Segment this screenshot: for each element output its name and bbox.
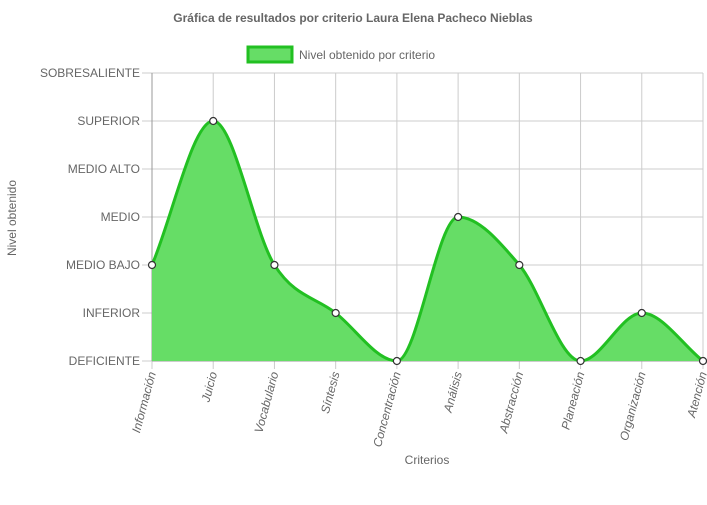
x-tick-label: Información — [129, 370, 159, 434]
y-axis-title: Nivel obtenido — [5, 180, 19, 256]
y-tick-label: MEDIO BAJO — [66, 258, 140, 272]
data-point[interactable] — [698, 356, 707, 366]
x-tick-label: Juicio — [198, 370, 220, 405]
x-axis-title: Criterios — [405, 453, 450, 467]
x-tick-label: Organización — [617, 370, 649, 442]
y-tick-label: MEDIO — [101, 210, 140, 224]
data-point[interactable] — [576, 356, 585, 366]
x-tick-label: Síntesis — [318, 370, 343, 415]
data-point[interactable] — [392, 356, 401, 366]
x-tick-label: Vocabulario — [252, 370, 282, 435]
x-tick-label: Atención — [684, 370, 707, 420]
data-point[interactable] — [515, 260, 524, 270]
data-points — [147, 116, 707, 366]
chart-title: Gráfica de resultados por criterio Laura… — [173, 11, 533, 25]
data-point[interactable] — [270, 260, 279, 270]
data-point[interactable] — [637, 308, 646, 318]
legend[interactable]: Nivel obtenido por criterio — [246, 45, 435, 64]
data-point[interactable] — [331, 308, 340, 318]
series-area-fill — [152, 121, 703, 361]
plot-area — [150, 119, 704, 363]
data-point[interactable] — [454, 212, 463, 222]
x-tick-label: Concentración — [370, 370, 404, 449]
y-tick-label: INFERIOR — [83, 306, 141, 320]
legend-label: Nivel obtenido por criterio — [299, 48, 435, 62]
y-tick-label: SOBRESALIENTE — [40, 66, 140, 80]
x-tick-label: Abstracción — [496, 370, 526, 435]
x-tick-label: Planeación — [559, 370, 588, 431]
y-tick-label: SUPERIOR — [77, 114, 140, 128]
data-point[interactable] — [209, 116, 218, 126]
data-point[interactable] — [147, 260, 157, 270]
x-tick-labels: Información Juicio Vocabulario Síntesis Conc… — [129, 370, 707, 449]
legend-swatch — [246, 45, 294, 64]
x-tick-label: Análisis — [441, 370, 465, 415]
y-tick-label: MEDIO ALTO — [68, 162, 140, 176]
y-tick-labels: DEFICIENTE INFERIOR MEDIO BAJO MEDIO MEDIO A… — [40, 66, 140, 368]
series-line — [150, 119, 704, 363]
y-tick-label: DEFICIENTE — [69, 354, 140, 368]
